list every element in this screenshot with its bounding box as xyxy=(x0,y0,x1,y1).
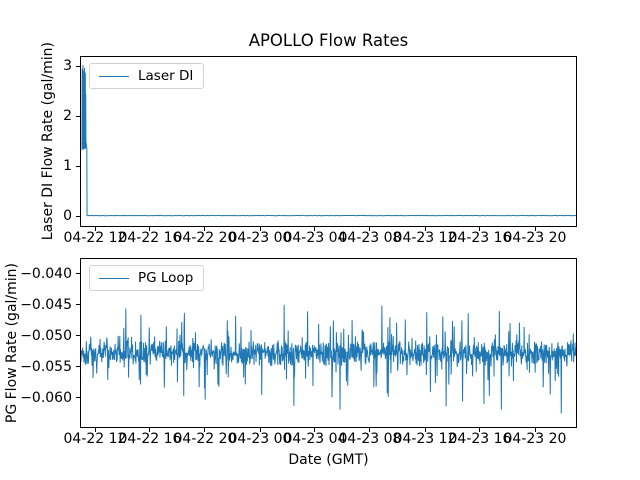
legend-line-sample-icon xyxy=(99,277,129,279)
y-tick-mark xyxy=(76,273,80,274)
y-tick-mark xyxy=(76,304,80,306)
y-tick-label: −0.050 xyxy=(20,327,72,344)
x-tick-mark xyxy=(314,428,316,432)
y-tick-label: 2 xyxy=(63,108,72,125)
y-tick-mark xyxy=(76,215,80,217)
y-tick-label: −0.040 xyxy=(20,265,72,282)
x-tick-label: 04-23 08 xyxy=(338,431,402,447)
pg-loop-line xyxy=(81,304,576,414)
x-tick-label: 04-22 12 xyxy=(63,230,127,246)
x-tick-mark xyxy=(149,227,151,231)
x-tick-mark xyxy=(369,227,371,231)
x-tick-mark xyxy=(534,428,536,432)
x-tick-mark xyxy=(424,428,426,432)
y-tick-mark xyxy=(76,115,80,117)
y-tick-label: −0.055 xyxy=(20,358,72,375)
x-tick-mark xyxy=(369,428,371,432)
bottom-legend-label: PG Loop xyxy=(138,270,194,286)
laser-di-line xyxy=(81,64,576,217)
y-tick-label: 3 xyxy=(63,58,72,75)
y-tick-mark xyxy=(76,65,80,67)
top-plot-area: Laser DI xyxy=(80,56,577,227)
top-y-axis-label: Laser DI Flow Rate (gal/min) xyxy=(39,42,57,240)
chart-title: APOLLO Flow Rates xyxy=(248,31,409,50)
x-tick-label: 04-22 20 xyxy=(173,431,237,447)
x-tick-mark xyxy=(479,227,481,231)
bottom-legend: PG Loop xyxy=(89,265,205,291)
x-tick-mark xyxy=(479,428,481,432)
top-legend-label: Laser DI xyxy=(138,68,194,84)
x-tick-label: 04-23 08 xyxy=(338,230,402,246)
x-tick-label: 04-22 16 xyxy=(118,230,182,246)
x-tick-mark xyxy=(534,227,536,231)
x-tick-mark xyxy=(204,428,206,432)
x-tick-label: 04-23 04 xyxy=(283,230,347,246)
x-tick-label: 04-23 00 xyxy=(228,431,292,447)
x-tick-mark xyxy=(314,227,316,231)
x-tick-label: 04-22 20 xyxy=(173,230,237,246)
y-tick-mark xyxy=(76,397,80,399)
y-tick-label: −0.045 xyxy=(20,296,72,313)
y-tick-label: 0 xyxy=(63,208,72,225)
x-tick-mark xyxy=(204,227,206,231)
x-tick-label: 04-23 20 xyxy=(503,230,567,246)
laser-di-plot xyxy=(81,64,576,217)
x-tick-mark xyxy=(259,227,261,231)
x-tick-mark xyxy=(94,428,96,432)
x-tick-mark xyxy=(94,227,96,231)
pg-loop-plot xyxy=(81,304,576,414)
x-tick-label: 04-23 12 xyxy=(393,230,457,246)
x-tick-label: 04-23 20 xyxy=(503,431,567,447)
y-tick-mark xyxy=(76,165,80,167)
x-tick-label: 04-22 12 xyxy=(63,431,127,447)
x-tick-label: 04-23 00 xyxy=(228,230,292,246)
x-tick-label: 04-23 16 xyxy=(448,431,512,447)
y-tick-label: 1 xyxy=(63,158,72,175)
y-tick-mark xyxy=(76,335,80,337)
x-tick-mark xyxy=(424,227,426,231)
x-tick-label: 04-23 04 xyxy=(283,431,347,447)
y-tick-label: −0.060 xyxy=(20,389,72,406)
y-tick-mark xyxy=(76,366,80,368)
x-axis-label: Date (GMT) xyxy=(288,452,369,468)
x-tick-label: 04-22 16 xyxy=(118,431,182,447)
x-tick-label: 04-23 16 xyxy=(448,230,512,246)
x-tick-mark xyxy=(259,428,261,432)
legend-line-sample-icon xyxy=(99,75,129,77)
bottom-plot-area: PG Loop xyxy=(80,258,577,428)
top-legend: Laser DI xyxy=(89,63,205,89)
x-tick-label: 04-23 12 xyxy=(393,431,457,447)
x-tick-mark xyxy=(149,428,151,432)
